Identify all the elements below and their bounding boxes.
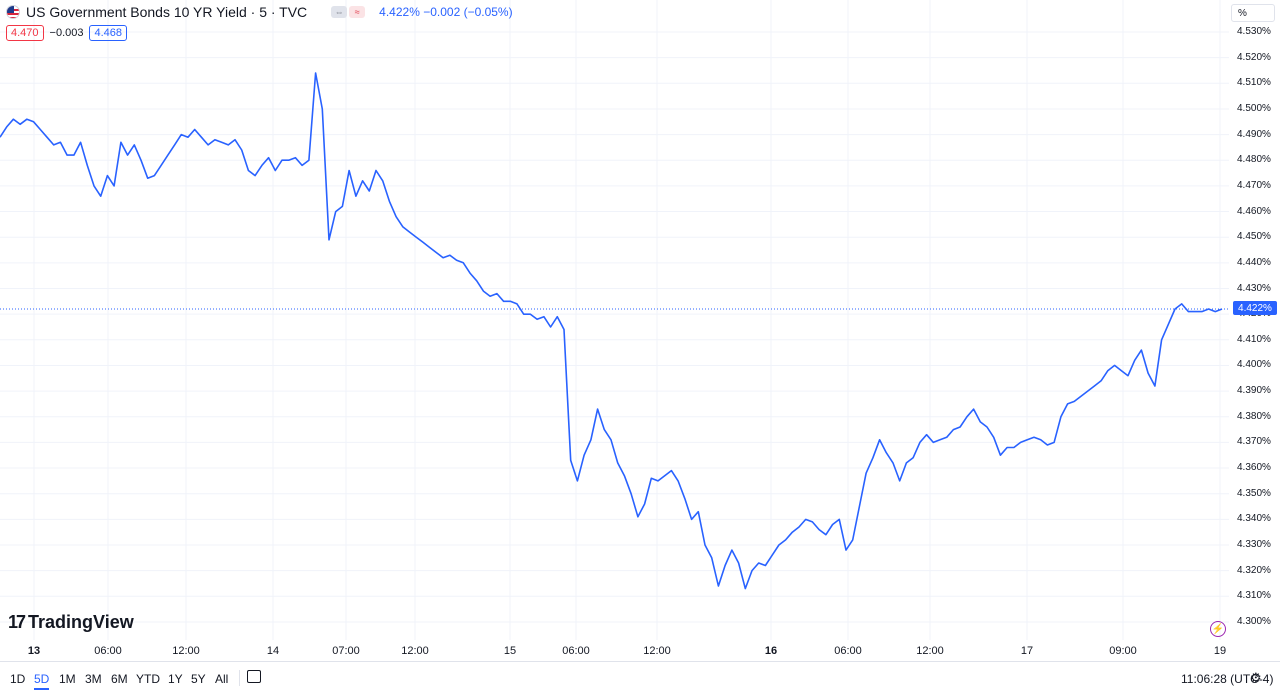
y-tick-label: 4.510% (1237, 77, 1271, 89)
y-tick-label: 4.440% (1237, 256, 1271, 268)
logo-text: TradingView (28, 612, 134, 632)
ask-price[interactable]: 4.468 (89, 24, 128, 41)
unit-selector[interactable]: % (1231, 4, 1275, 22)
last-price-label: 4.422% (1233, 301, 1277, 315)
x-tick-label: 06:00 (94, 645, 122, 657)
yield-line (0, 72, 1223, 590)
x-tick-label: 12:00 (643, 645, 671, 657)
y-tick-label: 4.460% (1237, 205, 1271, 217)
range-button-5d[interactable]: 5D (34, 672, 50, 690)
y-tick-label: 4.360% (1237, 462, 1271, 474)
us-flag-icon (6, 5, 20, 19)
y-tick-label: 4.350% (1237, 487, 1271, 499)
range-button-3m[interactable]: 3M (85, 672, 102, 686)
toolbar-divider (239, 670, 240, 686)
y-tick-label: 4.300% (1237, 615, 1271, 627)
y-tick-label: 4.310% (1237, 590, 1271, 602)
x-tick-label: 14 (266, 645, 280, 657)
y-tick-label: 4.340% (1237, 513, 1271, 525)
calendar-icon[interactable] (247, 670, 261, 683)
x-tick-label: 12:00 (401, 645, 429, 657)
range-button-1m[interactable]: 1M (59, 672, 76, 686)
chart-header: US Government Bonds 10 YR Yield · 5 · TV… (6, 3, 513, 21)
range-button-1d[interactable]: 1D (10, 672, 26, 686)
x-tick-label: 16 (764, 645, 778, 657)
y-tick-label: 4.430% (1237, 282, 1271, 294)
grid-lines (0, 0, 1229, 640)
x-tick-label: 07:00 (332, 645, 360, 657)
x-tick-label: 12:00 (172, 645, 200, 657)
x-tick-label: 06:00 (562, 645, 590, 657)
lightning-icon[interactable]: ⚡ (1210, 621, 1226, 637)
x-tick-label: 12:00 (916, 645, 944, 657)
range-button-6m[interactable]: 6M (111, 672, 128, 686)
y-tick-label: 4.410% (1237, 333, 1271, 345)
y-tick-label: 4.390% (1237, 385, 1271, 397)
y-tick-label: 4.330% (1237, 539, 1271, 550)
y-tick-label: 4.480% (1237, 154, 1271, 166)
last-change: 4.422% −0.002 (−0.05%) (379, 5, 513, 19)
y-tick-label: 4.450% (1237, 231, 1271, 243)
y-tick-label: 4.380% (1237, 410, 1271, 422)
logo-mark-icon: 17 (8, 612, 26, 632)
bid-price[interactable]: 4.470 (6, 24, 44, 41)
gear-icon[interactable]: ⚙ (1250, 670, 1262, 685)
indicator-icon[interactable]: ≈ (349, 6, 366, 18)
range-button-all[interactable]: All (215, 672, 229, 686)
range-button-1y[interactable]: 1Y (168, 672, 183, 686)
bid-ask-row: 4.470 −0.003 4.468 (6, 24, 128, 41)
y-tick-label: 4.490% (1237, 128, 1271, 140)
tradingview-logo[interactable]: 17 TradingView (8, 612, 134, 633)
y-tick-label: 4.320% (1237, 564, 1271, 576)
x-tick-label: 13 (27, 645, 41, 657)
range-button-5y[interactable]: 5Y (191, 672, 206, 686)
x-tick-label: 19 (1213, 645, 1227, 657)
y-tick-label: 4.370% (1237, 436, 1271, 448)
x-tick-label: 17 (1020, 645, 1034, 657)
spread-value: −0.003 (49, 26, 84, 39)
clock-display[interactable]: 11:06:28 (UTC-4) (1181, 672, 1274, 686)
compare-icon[interactable]: ⇔ (331, 6, 348, 18)
range-button-ytd[interactable]: YTD (136, 672, 160, 686)
y-tick-label: 4.520% (1237, 51, 1271, 63)
y-tick-label: 4.530% (1237, 26, 1271, 37)
y-tick-label: 4.400% (1237, 359, 1271, 371)
symbol-title[interactable]: US Government Bonds 10 YR Yield · 5 · TV… (26, 4, 308, 20)
y-tick-label: 4.470% (1237, 179, 1271, 191)
x-tick-label: 15 (503, 645, 517, 657)
x-tick-label: 06:00 (834, 645, 862, 657)
bottom-toolbar: 1D 5D 1M 3M 6M YTD 1Y 5Y All 11:06:28 (UTC-4) ⚙ (0, 661, 1280, 693)
y-tick-label: 4.500% (1237, 102, 1271, 114)
x-tick-label: 09:00 (1109, 645, 1137, 657)
